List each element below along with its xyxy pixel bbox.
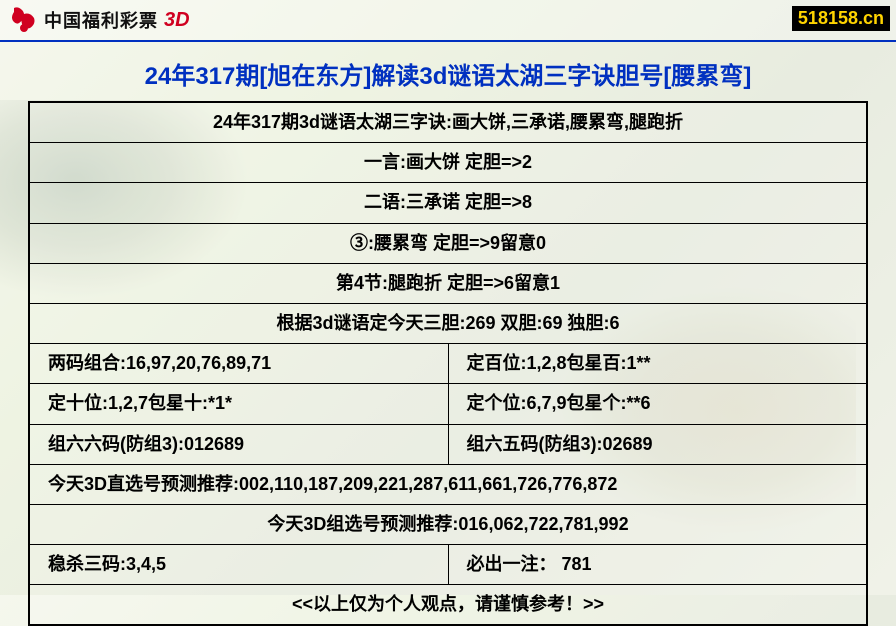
prediction-table: 24年317期3d谜语太湖三字诀:画大饼,三承诺,腰累弯,腿跑折 一言:画大饼 …: [28, 101, 868, 626]
row-line4: 第4节:腿跑折 定胆=>6留意1: [29, 263, 867, 303]
row-tens: 定十位:1,2,7包星十:*1*: [29, 384, 448, 424]
row-line2: 二语:三承诺 定胆=>8: [29, 183, 867, 223]
row-ones: 定个位:6,7,9包星个:**6: [448, 384, 867, 424]
brand-3d: 3D: [164, 9, 190, 32]
row-line3: ③:腰累弯 定胆=>9留意0: [29, 223, 867, 263]
row-disclaimer: <<以上仅为个人观点，请谨慎参考！>>: [29, 585, 867, 626]
lottery-logo-icon: [8, 4, 40, 36]
row-group: 今天3D组选号预测推荐:016,062,722,781,992: [29, 504, 867, 544]
row-kill: 稳杀三码:3,4,5: [29, 545, 448, 585]
row-group6-6: 组六六码(防组3):012689: [29, 424, 448, 464]
header-bar: 中国福利彩票 3D 518158.cn: [0, 0, 896, 42]
row-summary: 根据3d谜语定今天三胆:269 双胆:69 独胆:6: [29, 303, 867, 343]
brand-logo: 中国福利彩票 3D: [8, 4, 190, 36]
row-direct: 今天3D直选号预测推荐:002,110,187,209,221,287,611,…: [29, 464, 867, 504]
row-line1: 一言:画大饼 定胆=>2: [29, 143, 867, 183]
row-hundreds: 定百位:1,2,8包星百:1**: [448, 344, 867, 384]
row-riddle: 24年317期3d谜语太湖三字诀:画大饼,三承诺,腰累弯,腿跑折: [29, 102, 867, 143]
row-group6-5: 组六五码(防组3):02689: [448, 424, 867, 464]
brand-text: 中国福利彩票: [44, 7, 158, 33]
site-badge: 518158.cn: [792, 6, 890, 31]
page-title: 24年317期[旭在东方]解读3d谜语太湖三字诀胆号[腰累弯]: [0, 42, 896, 101]
row-twocode: 两码组合:16,97,20,76,89,71: [29, 344, 448, 384]
row-must: 必出一注： 781: [448, 545, 867, 585]
